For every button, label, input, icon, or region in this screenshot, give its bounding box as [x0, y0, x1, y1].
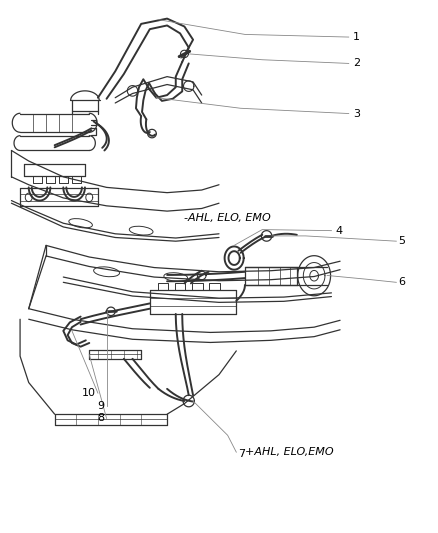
Text: 5: 5 [399, 236, 406, 246]
Text: 3: 3 [353, 109, 360, 118]
Text: 1: 1 [353, 32, 360, 42]
Text: 8: 8 [97, 414, 104, 423]
Text: 2: 2 [353, 59, 360, 68]
Text: -AHL, ELO, EMO: -AHL, ELO, EMO [184, 213, 271, 223]
Text: 10: 10 [82, 388, 96, 398]
Text: 9: 9 [97, 401, 104, 411]
Text: +AHL, ELO,EMO: +AHL, ELO,EMO [245, 447, 334, 457]
Text: 7: 7 [238, 449, 246, 459]
Text: 4: 4 [336, 225, 343, 236]
Text: 6: 6 [399, 277, 406, 287]
